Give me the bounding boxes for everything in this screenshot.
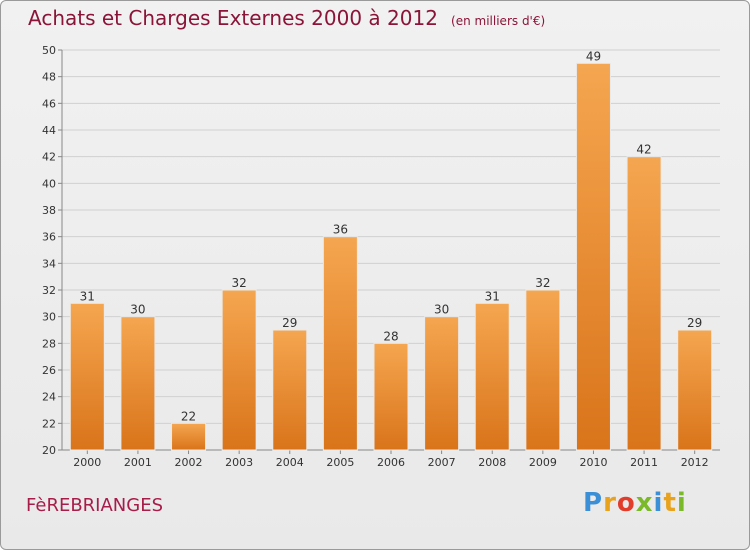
bar-2000 [69, 302, 105, 451]
logo-letter: t [663, 488, 677, 518]
y-tick-label: 34 [42, 257, 56, 270]
logo-letter: P [583, 488, 604, 518]
value-label-2005: 36 [333, 223, 348, 237]
y-tick-label: 40 [42, 177, 56, 190]
y-tick-label: 50 [42, 44, 56, 57]
logo-letter: r [603, 488, 617, 518]
x-tick-label-2009: 2009 [529, 456, 557, 469]
x-tick-label-2001: 2001 [124, 456, 152, 469]
y-tick-label: 22 [42, 417, 56, 430]
x-tick-label-2012: 2012 [681, 456, 709, 469]
commune-name: FèREBRIANGES [26, 495, 164, 516]
value-label-2003: 32 [232, 276, 247, 290]
bar-2007 [424, 316, 460, 451]
y-tick-label: 48 [42, 71, 56, 84]
y-tick-label: 38 [42, 204, 56, 217]
bar-2006 [373, 342, 409, 451]
y-tick-label: 36 [42, 231, 56, 244]
value-label-2000: 31 [80, 289, 95, 303]
y-tick-label: 46 [42, 97, 56, 110]
value-label-2006: 28 [383, 329, 398, 343]
value-label-2002: 22 [181, 409, 196, 423]
value-label-2004: 29 [282, 316, 297, 330]
bar-2008 [474, 302, 510, 451]
y-tick-label: 20 [42, 444, 56, 457]
logo-letter: x [635, 488, 654, 518]
y-tick-label: 44 [42, 124, 56, 137]
x-tick-label-2006: 2006 [377, 456, 405, 469]
y-tick-label: 26 [42, 364, 56, 377]
bar-2001 [120, 316, 156, 451]
bar-2002 [171, 422, 207, 451]
x-tick-label-2003: 2003 [225, 456, 253, 469]
bars [69, 62, 713, 451]
logo-letter: o [616, 488, 636, 518]
x-tick-label-2000: 2000 [73, 456, 101, 469]
bar-2011 [626, 156, 662, 451]
value-label-2012: 29 [687, 316, 702, 330]
logo-letter: i [676, 488, 687, 518]
x-tick-label-2011: 2011 [630, 456, 658, 469]
y-tick-label: 24 [42, 391, 56, 404]
x-tick-label-2007: 2007 [428, 456, 456, 469]
labels: 31 2000 30 2001 22 2002 32 2003 29 2004 36 2005 28 20… [73, 49, 708, 469]
y-tick-label: 30 [42, 311, 56, 324]
y-tick-label: 28 [42, 337, 56, 350]
x-tick-label-2005: 2005 [326, 456, 354, 469]
bar-2004 [272, 329, 308, 451]
value-label-2001: 30 [130, 303, 145, 317]
x-tick-label-2004: 2004 [276, 456, 304, 469]
bar-2012 [677, 329, 713, 451]
y-tick-label: 42 [42, 151, 56, 164]
value-label-2007: 30 [434, 303, 449, 317]
chart-title-block: Achats et Charges Externes 2000 à 2012 (… [28, 6, 545, 30]
x-tick-label-2002: 2002 [175, 456, 203, 469]
value-label-2009: 32 [535, 276, 550, 290]
value-label-2008: 31 [485, 289, 500, 303]
value-label-2010: 49 [586, 49, 601, 63]
bar-2005 [322, 236, 358, 451]
x-tick-label-2010: 2010 [579, 456, 607, 469]
chart-unit: (en milliers d'€) [451, 14, 546, 28]
bar-2003 [221, 289, 257, 451]
bar-2009 [525, 289, 561, 451]
bar-2010 [575, 62, 611, 451]
logo-letter: i [653, 488, 664, 518]
chart-title: Achats et Charges Externes 2000 à 2012 [28, 6, 438, 30]
value-label-2011: 42 [636, 143, 651, 157]
y-tick-label: 32 [42, 284, 56, 297]
proxiti-logo: Proxiti [583, 488, 687, 518]
x-tick-label-2008: 2008 [478, 456, 506, 469]
